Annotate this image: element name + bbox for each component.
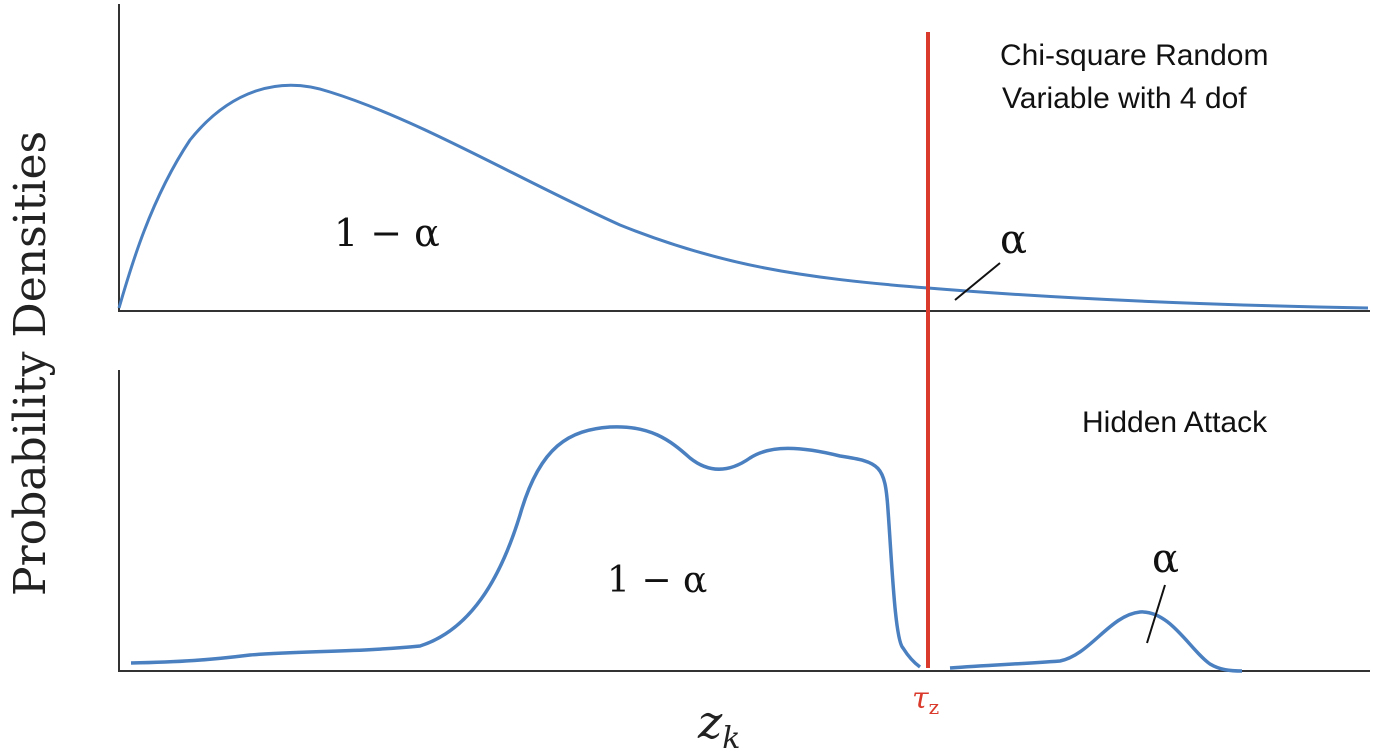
chi-square-curve bbox=[117, 83, 1369, 310]
x-axis-symbol: z bbox=[697, 695, 723, 749]
hidden-attack-curve-main bbox=[130, 425, 922, 669]
top-panel: 1 − α α Chi-square Random Variable with … bbox=[117, 4, 1370, 312]
x-axis-subscript: k bbox=[722, 721, 740, 752]
top-tail-label: α bbox=[1000, 217, 1027, 263]
x-axis-label: zk bbox=[697, 695, 740, 752]
top-area-label: 1 − α bbox=[334, 211, 440, 255]
bottom-tail-label: α bbox=[1152, 536, 1179, 582]
bottom-area-label: 1 − α bbox=[607, 560, 707, 601]
threshold-symbol: τ bbox=[912, 681, 929, 716]
top-title-line2: Variable with 4 dof bbox=[1002, 82, 1247, 115]
hidden-attack-curve-tail bbox=[949, 610, 1243, 673]
y-axis-label: Probability Densities bbox=[5, 131, 56, 596]
top-tail-pointer bbox=[954, 262, 1001, 301]
bottom-tail-pointer bbox=[1146, 584, 1166, 644]
bottom-title: Hidden Attack bbox=[1082, 406, 1268, 439]
threshold-label: τz bbox=[912, 681, 939, 719]
top-title-line1: Chi-square Random bbox=[1000, 39, 1268, 72]
threshold-subscript: z bbox=[929, 695, 940, 719]
bottom-panel: 1 − α α Hidden Attack bbox=[118, 370, 1370, 673]
